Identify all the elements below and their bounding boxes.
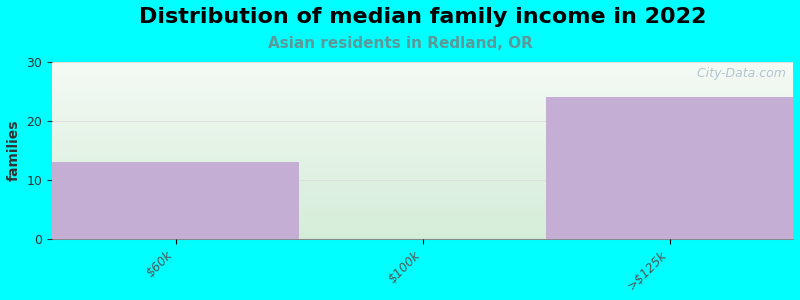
Bar: [546, 97, 793, 239]
Text: Asian residents in Redland, OR: Asian residents in Redland, OR: [267, 36, 533, 51]
Text: City-Data.com: City-Data.com: [689, 67, 786, 80]
Bar: [52, 162, 299, 239]
Y-axis label: families: families: [7, 120, 21, 181]
Title: Distribution of median family income in 2022: Distribution of median family income in …: [139, 7, 706, 27]
